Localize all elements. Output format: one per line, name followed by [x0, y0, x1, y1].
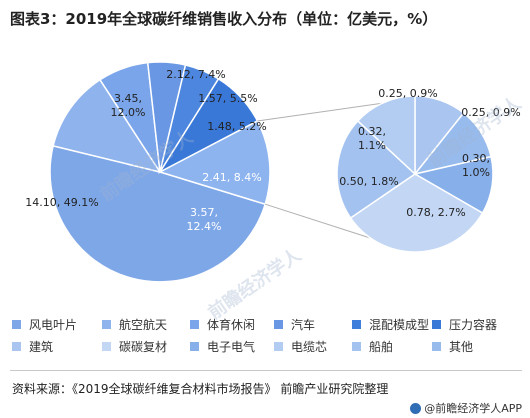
legend-item: 船舶 — [352, 338, 393, 355]
legend-item: 体育休闲 — [190, 316, 255, 333]
legend-swatch — [102, 342, 111, 351]
data-label: 0.78, 2.7% — [406, 206, 465, 219]
secondary-pie-slice — [336, 119, 417, 219]
legend-swatch — [274, 320, 283, 329]
main-pie-slice — [52, 78, 162, 174]
legend-swatch — [190, 320, 199, 329]
legend-label: 汽车 — [291, 318, 316, 332]
data-label: 0.25, 0.9% — [461, 106, 520, 119]
data-label: 3.57, 12.4% — [187, 206, 222, 233]
legend-swatch — [12, 342, 21, 351]
legend-item: 汽车 — [274, 316, 315, 333]
legend-label: 混配模成型 — [369, 318, 430, 332]
legend-item: 航空航天 — [102, 316, 167, 333]
secondary-pie-slice — [356, 95, 416, 176]
legend-item: 电子电气 — [190, 338, 255, 355]
legend-swatch — [274, 342, 283, 351]
legend-swatch — [12, 320, 21, 329]
legend-item: 风电叶片 — [12, 316, 77, 333]
legend-label: 其他 — [449, 340, 474, 354]
legend-swatch — [190, 342, 199, 351]
legend-item: 其他 — [432, 338, 473, 355]
data-label: 0.30, 1.0% — [462, 152, 490, 179]
data-label: 2.41, 8.4% — [202, 171, 261, 184]
legend-swatch — [432, 320, 441, 329]
data-labels: 14.10, 49.1% 3.45, 12.0% 2.12, 7.4% 1.57, 5.… — [25, 68, 520, 233]
legend-label: 压力容器 — [449, 318, 498, 332]
main-pie-slice — [158, 119, 271, 206]
footer-brand: @前瞻经济学人APP — [410, 400, 522, 416]
legend-swatch — [352, 342, 361, 351]
data-label: 1.57, 5.5% — [198, 92, 257, 105]
legend-item: 碳碳复材 — [102, 338, 167, 355]
legend-item: 建筑 — [12, 338, 53, 355]
legend-swatch — [102, 320, 111, 329]
legend-label: 航空航天 — [119, 318, 168, 332]
data-label: 0.25, 0.9% — [378, 87, 437, 100]
legend-label: 电缆芯 — [291, 340, 328, 354]
legend-item: 电缆芯 — [274, 338, 327, 355]
main-pie-slice — [49, 144, 267, 283]
legend-label: 电子电气 — [207, 340, 256, 354]
brand-logo-icon — [410, 402, 422, 414]
legend-swatch — [432, 342, 441, 351]
secondary-pie — [336, 95, 494, 253]
legend-swatch — [352, 320, 361, 329]
legend-item: 压力容器 — [432, 316, 497, 333]
data-label: 14.10, 49.1% — [25, 196, 98, 209]
legend-label: 体育休闲 — [207, 318, 256, 332]
data-label: 3.45, 12.0% — [111, 92, 146, 119]
footer-text: @前瞻经济学人APP — [424, 402, 522, 415]
legend-label: 风电叶片 — [29, 318, 78, 332]
data-label: 2.12, 7.4% — [166, 68, 225, 81]
main-pie — [49, 61, 271, 283]
secondary-pie-slice — [349, 173, 484, 253]
legend-label: 碳碳复材 — [119, 340, 168, 354]
divider — [10, 370, 522, 371]
data-label: 0.32, 1.1% — [358, 125, 386, 152]
legend-label: 船舶 — [369, 340, 394, 354]
chart-title: 图表3：2019年全球碳纤维销售收入分布（单位：亿美元，%） — [10, 10, 438, 28]
source-note: 资料来源：《2019全球碳纤维复合材料市场报告》 前瞻产业研究院整理 — [12, 382, 389, 396]
data-label: 0.50, 1.8% — [339, 175, 398, 188]
legend-item: 混配模成型 — [352, 316, 429, 333]
data-label: 1.48, 5.2% — [207, 120, 266, 133]
legend-label: 建筑 — [29, 340, 54, 354]
